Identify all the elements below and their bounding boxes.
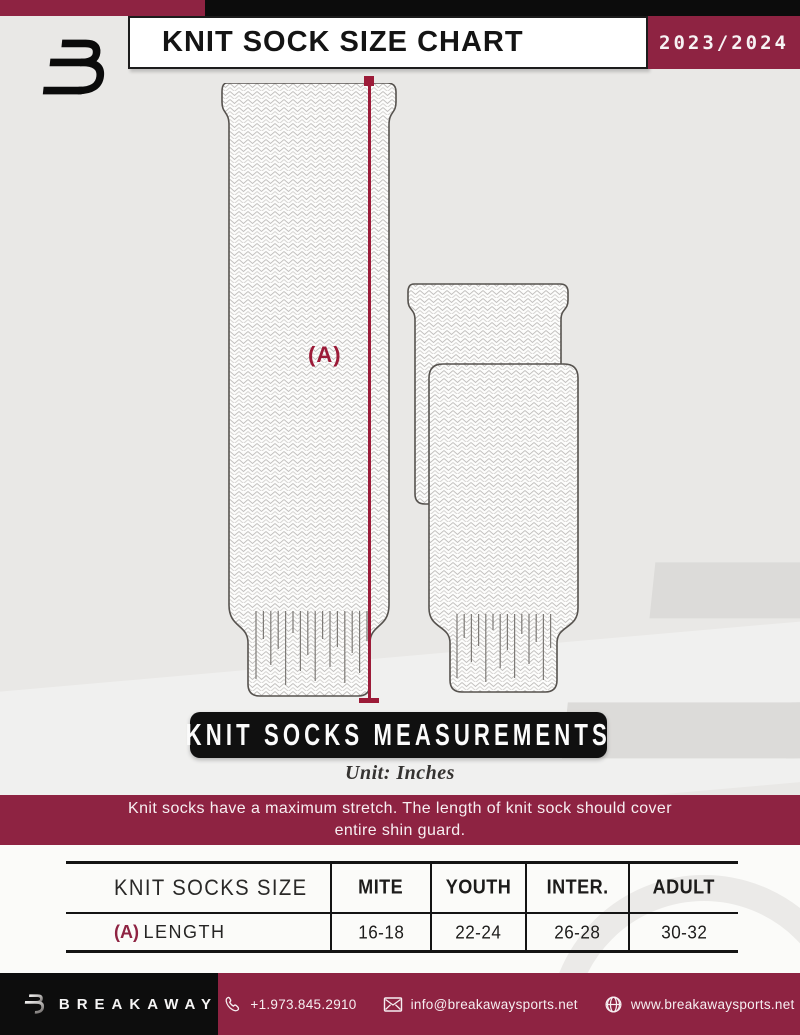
- diagram-stage: (A) KNIT SOCKS MEASUREMENTS Unit: Inches: [0, 16, 800, 795]
- measurements-banner-title: KNIT SOCKS MEASUREMENTS: [185, 717, 612, 752]
- footer-brand-block: BREAKAWAY: [0, 973, 218, 1035]
- col-header-adult-label: ADULT: [652, 876, 716, 899]
- size-table-header-row: KNIT SOCKS SIZE MITE YOUTH INTER. ADULT: [66, 862, 738, 914]
- envelope-icon: [383, 996, 402, 1012]
- season-badge: 2023/2024: [648, 16, 800, 69]
- footer-website: www.breakawaysports.net: [604, 995, 795, 1014]
- length-youth-value: 22-24: [455, 920, 502, 942]
- sock-large-illustration: [221, 83, 397, 697]
- globe-icon: [605, 995, 622, 1013]
- footer-email-text: info@breakawaysports.net: [410, 996, 578, 1012]
- footer: BREAKAWAY +1.973.845.2910 info@breakaway…: [0, 973, 800, 1035]
- measurement-line-top-cap: [364, 76, 374, 86]
- unit-note: Unit: Inches: [345, 762, 455, 784]
- sock-front-illustration: [428, 363, 579, 693]
- col-header-inter-label: INTER.: [546, 876, 609, 899]
- breakaway-b-logo-icon: [42, 39, 105, 95]
- col-header-mite: MITE: [330, 862, 431, 914]
- col-header-adult: ADULT: [628, 862, 738, 914]
- col-header-youth: YOUTH: [430, 862, 526, 914]
- length-mite-value: 16-18: [357, 920, 405, 942]
- page-title-box: KNIT SOCK SIZE CHART: [128, 16, 648, 69]
- stretch-notice-line2: entire shin guard.: [334, 822, 466, 839]
- top-strip-black: [205, 0, 800, 16]
- size-table-section: KNIT SOCKS SIZE MITE YOUTH INTER. ADULT …: [0, 845, 800, 973]
- stretch-notice-line1: Knit socks have a maximum stretch. The l…: [128, 800, 672, 818]
- col-header-size-label: KNIT SOCKS SIZE: [114, 874, 308, 901]
- phone-icon: [225, 996, 240, 1011]
- footer-phone: +1.973.845.2910: [223, 995, 356, 1014]
- measurement-line-bottom-cap: [359, 698, 379, 703]
- length-row-label-cell: (A) LENGTH: [66, 913, 331, 952]
- col-header-inter: INTER.: [525, 862, 629, 914]
- length-mite-cell: 16-18: [330, 913, 431, 952]
- footer-contacts: +1.973.845.2910 info@breakawaysports.net: [218, 973, 800, 1035]
- stretch-notice: Knit socks have a maximum stretch. The l…: [0, 795, 800, 845]
- length-youth-cell: 22-24: [430, 913, 526, 952]
- measurements-banner: KNIT SOCKS MEASUREMENTS: [186, 712, 607, 758]
- length-row: (A) LENGTH 16-18 22-24 26-28 30-32: [66, 913, 738, 952]
- top-strip-maroon: [0, 0, 205, 16]
- footer-phone-text: +1.973.845.2910: [250, 996, 357, 1012]
- length-inter-cell: 26-28: [525, 913, 629, 952]
- measurement-label-a: (A): [308, 342, 342, 367]
- size-table: KNIT SOCKS SIZE MITE YOUTH INTER. ADULT …: [66, 861, 738, 953]
- length-row-key: (A): [114, 921, 139, 942]
- season-label: 2023/2024: [659, 31, 789, 54]
- col-header-size: KNIT SOCKS SIZE: [66, 862, 331, 914]
- length-row-label: LENGTH: [143, 921, 226, 942]
- footer-email: info@breakawaysports.net: [383, 996, 578, 1013]
- breakaway-b-logo-small-icon: [22, 994, 45, 1014]
- footer-website-text: www.breakawaysports.net: [630, 996, 795, 1012]
- page-title: KNIT SOCK SIZE CHART: [162, 26, 524, 58]
- footer-brand-name: BREAKAWAY: [58, 995, 218, 1013]
- col-header-youth-label: YOUTH: [445, 876, 512, 899]
- length-adult-cell: 30-32: [628, 913, 738, 952]
- col-header-mite-label: MITE: [358, 876, 404, 899]
- measurement-line: [368, 78, 371, 700]
- length-adult-value: 30-32: [660, 920, 708, 942]
- length-inter-value: 26-28: [554, 920, 601, 942]
